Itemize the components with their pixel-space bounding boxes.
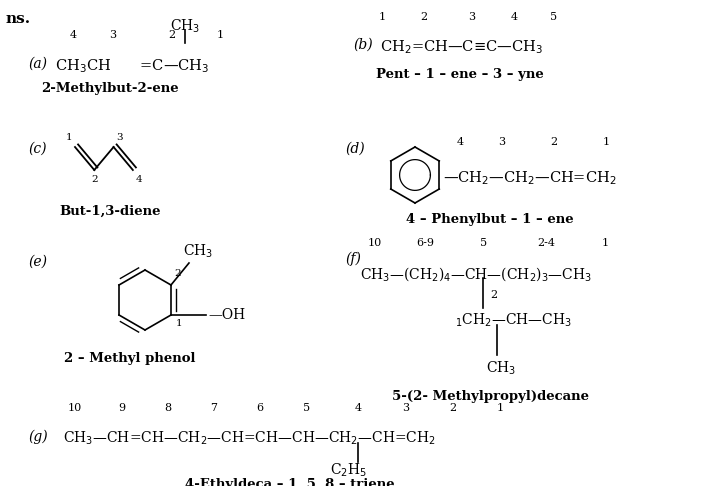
Text: (g): (g) (28, 430, 47, 444)
Text: 2: 2 (421, 12, 428, 22)
Text: CH$_3$: CH$_3$ (170, 18, 200, 35)
Text: 2: 2 (174, 268, 181, 278)
Text: =C—CH$_3$: =C—CH$_3$ (135, 57, 210, 75)
Text: CH$_3$CH: CH$_3$CH (55, 57, 111, 75)
Text: 1: 1 (65, 133, 72, 142)
Text: 3: 3 (469, 12, 476, 22)
Text: 2: 2 (490, 290, 497, 300)
Text: CH$_3$—CH=CH—CH$_2$—CH=CH—CH—CH$_2$—CH=CH$_2$: CH$_3$—CH=CH—CH$_2$—CH=CH—CH—CH$_2$—CH=C… (63, 430, 436, 448)
Text: CH$_3$—(CH$_2$)$_4$—CH—(CH$_2$)$_3$—CH$_3$: CH$_3$—(CH$_2$)$_4$—CH—(CH$_2$)$_3$—CH$_… (360, 265, 592, 283)
Text: (e): (e) (28, 255, 47, 269)
Text: 2: 2 (169, 30, 176, 40)
Text: (b): (b) (353, 38, 372, 52)
Text: 4: 4 (457, 137, 464, 147)
Text: (d): (d) (345, 142, 365, 156)
Text: 1: 1 (496, 403, 503, 413)
Text: 6: 6 (256, 403, 263, 413)
Text: 4 – Phenylbut – 1 – ene: 4 – Phenylbut – 1 – ene (406, 213, 573, 226)
Text: (c): (c) (28, 142, 47, 156)
Text: 10: 10 (368, 238, 382, 248)
Text: 3: 3 (110, 30, 117, 40)
Text: 5: 5 (481, 238, 488, 248)
Text: (a): (a) (28, 57, 47, 71)
Text: 5: 5 (304, 403, 311, 413)
Text: 4: 4 (69, 30, 76, 40)
Text: 4: 4 (136, 175, 142, 184)
Text: (f): (f) (345, 252, 361, 266)
Text: —OH: —OH (208, 308, 245, 322)
Text: 2: 2 (450, 403, 457, 413)
Text: 3: 3 (498, 137, 506, 147)
Text: 1: 1 (603, 137, 610, 147)
Text: 10: 10 (68, 403, 82, 413)
Text: 2-Methylbut-2-ene: 2-Methylbut-2-ene (41, 82, 179, 95)
Text: 2: 2 (550, 137, 558, 147)
Text: CH$_3$: CH$_3$ (183, 243, 213, 260)
Text: CH$_2$=CH—C≡C—CH$_3$: CH$_2$=CH—C≡C—CH$_3$ (380, 38, 543, 56)
Text: 3: 3 (402, 403, 409, 413)
Text: But-1,3-diene: But-1,3-diene (59, 205, 161, 218)
Text: 4-Ethyldeca – 1, 5, 8 – triene: 4-Ethyldeca – 1, 5, 8 – triene (185, 478, 395, 486)
Text: 8: 8 (164, 403, 171, 413)
Text: 7: 7 (210, 403, 217, 413)
Text: 6-9: 6-9 (416, 238, 434, 248)
Text: 4: 4 (355, 403, 362, 413)
Text: 5: 5 (550, 12, 558, 22)
Text: 2-4: 2-4 (537, 238, 555, 248)
Text: 5-(2- Methylpropyl)decane: 5-(2- Methylpropyl)decane (392, 390, 588, 403)
Text: Pent – 1 – ene – 3 – yne: Pent – 1 – ene – 3 – yne (376, 68, 544, 81)
Text: 1: 1 (379, 12, 386, 22)
Text: C$_2$H$_5$: C$_2$H$_5$ (329, 462, 367, 479)
Text: ns.: ns. (5, 12, 30, 26)
Text: 1: 1 (176, 319, 183, 328)
Text: 4: 4 (510, 12, 518, 22)
Text: 2 – Methyl phenol: 2 – Methyl phenol (64, 352, 195, 365)
Text: 1: 1 (217, 30, 224, 40)
Text: —CH$_2$—CH$_2$—CH=CH$_2$: —CH$_2$—CH$_2$—CH=CH$_2$ (443, 169, 617, 187)
Text: $_1$CH$_2$—CH—CH$_3$: $_1$CH$_2$—CH—CH$_3$ (455, 312, 572, 330)
Text: 1: 1 (601, 238, 609, 248)
Text: 2: 2 (91, 175, 98, 184)
Text: 3: 3 (117, 133, 123, 142)
Text: CH$_3$: CH$_3$ (486, 360, 516, 378)
Text: 9: 9 (118, 403, 125, 413)
